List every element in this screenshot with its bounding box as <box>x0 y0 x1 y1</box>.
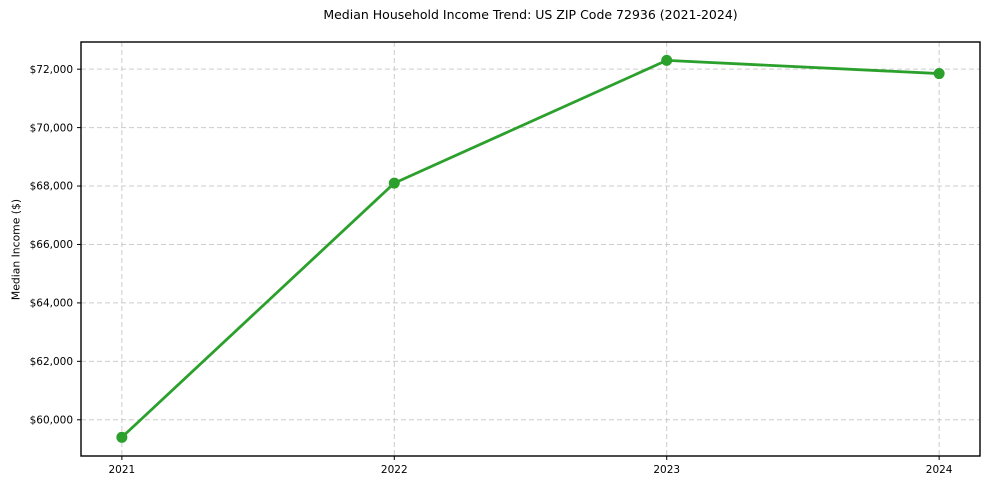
x-tick-label: 2021 <box>108 464 135 476</box>
plot-frame <box>80 41 981 457</box>
y-tick-label: $70,000 <box>30 122 73 134</box>
x-tick-label: 2023 <box>653 464 680 476</box>
y-tick-label: $66,000 <box>30 239 73 251</box>
y-tick-label: $72,000 <box>30 64 73 76</box>
trend-line <box>120 59 941 439</box>
data-point-2024 <box>933 68 945 80</box>
y-tick-label: $60,000 <box>30 414 73 426</box>
y-tick-label: $62,000 <box>30 356 73 368</box>
data-point-2021 <box>116 431 128 443</box>
x-tick-label: 2024 <box>926 464 953 476</box>
y-tick-label: $64,000 <box>30 298 73 310</box>
y-axis-label: Median Income ($) <box>9 198 23 301</box>
chart-title: Median Household Income Trend: US ZIP Co… <box>323 7 738 22</box>
data-point-2023 <box>661 54 673 66</box>
x-tick-label: 2022 <box>381 464 408 476</box>
data-point-2022 <box>388 177 400 189</box>
y-tick-label: $68,000 <box>30 181 73 193</box>
